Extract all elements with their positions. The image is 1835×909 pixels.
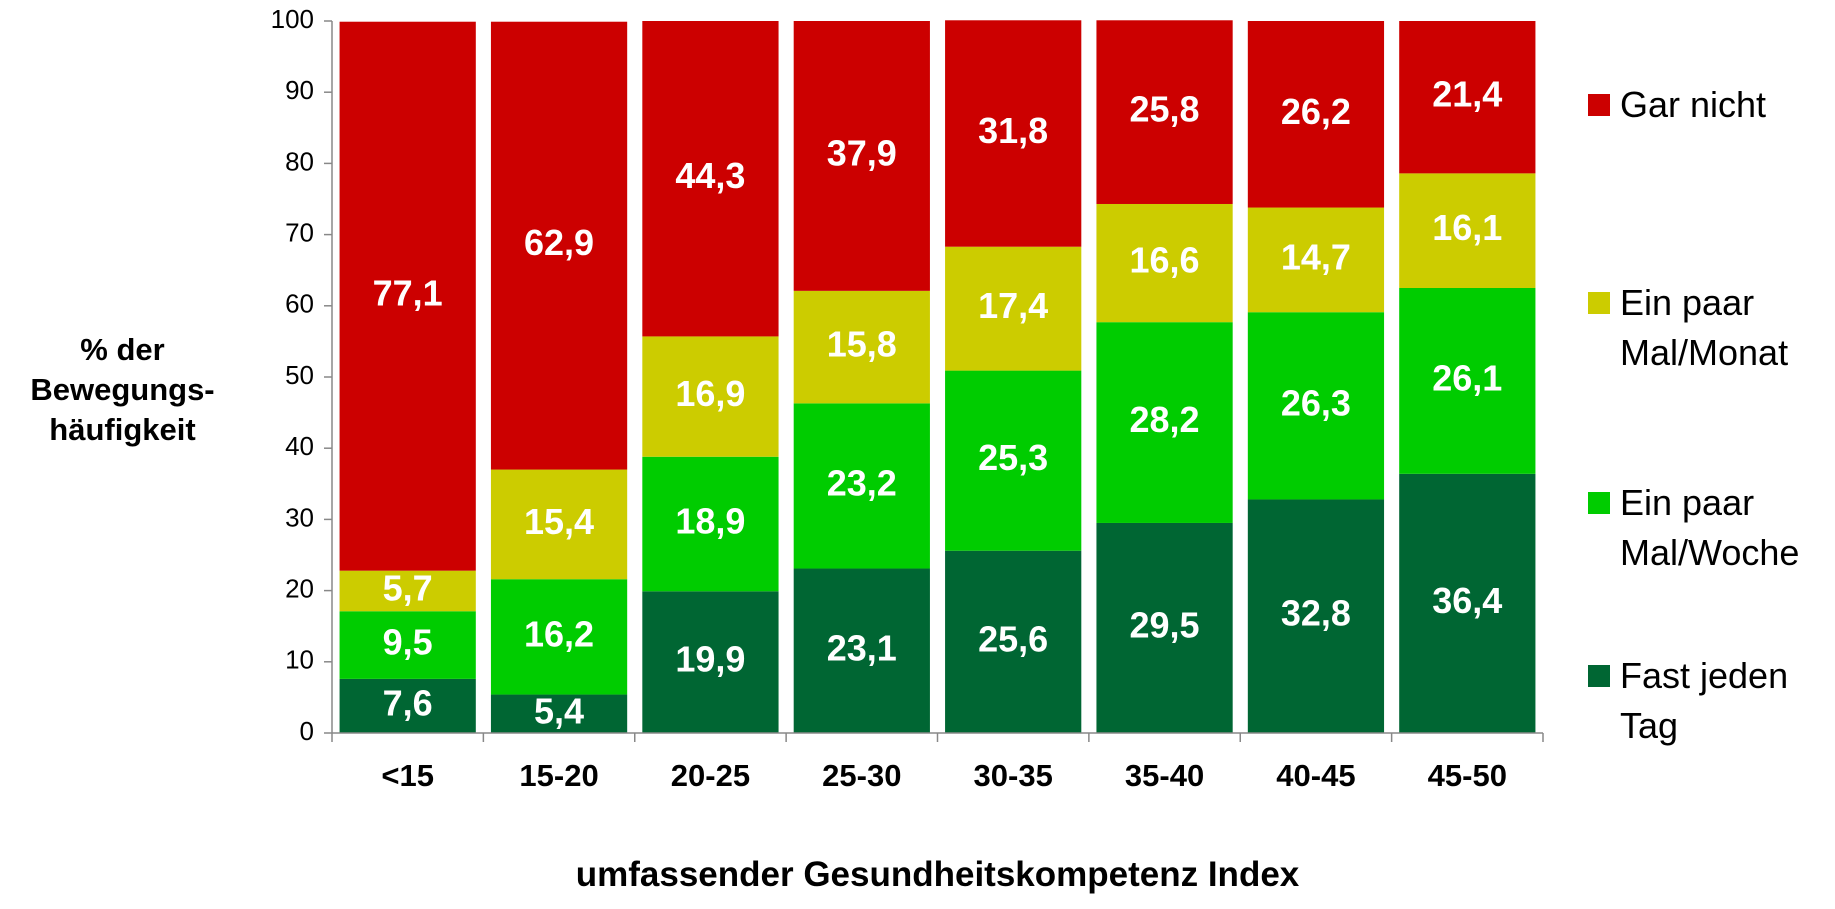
y-axis-label: % der Bewegungs-häufigkeit xyxy=(30,332,215,447)
y-tick-label: 30 xyxy=(285,502,314,532)
value-label: 15,4 xyxy=(524,501,594,542)
value-label: 28,2 xyxy=(1130,399,1200,440)
x-tick-label: 25-30 xyxy=(822,758,901,793)
bar-segment xyxy=(490,21,628,470)
bar-segment xyxy=(1399,288,1536,474)
legend-label: Ein paar Mal/Woche xyxy=(1620,482,1800,573)
legend-label: Fast jeden Tag xyxy=(1620,655,1789,746)
bar-segment xyxy=(945,20,1082,247)
value-label: 9,5 xyxy=(383,622,433,663)
legend-swatch xyxy=(1588,292,1610,314)
x-tick-label: 35-40 xyxy=(1125,758,1204,793)
x-tick-label: 45-50 xyxy=(1428,758,1507,793)
legend-item: Ein paar Mal/Woche xyxy=(1588,478,1828,578)
value-label: 16,6 xyxy=(1130,240,1200,281)
y-tick-label: 70 xyxy=(285,217,314,247)
x-axis-label: umfassender Gesundheitskompetenz Index xyxy=(575,855,1300,894)
bar-segment xyxy=(945,246,1082,371)
value-label: 16,2 xyxy=(524,613,594,654)
y-tick-label: 40 xyxy=(285,431,314,461)
legend-swatch xyxy=(1588,94,1610,116)
bar-segment xyxy=(339,611,476,679)
bar-segment xyxy=(490,694,628,733)
value-label: 14,7 xyxy=(1281,236,1351,277)
bar-segment xyxy=(1096,203,1233,323)
legend-item: Gar nicht xyxy=(1588,80,1828,130)
value-label: 23,1 xyxy=(827,627,897,668)
value-label: 15,8 xyxy=(827,324,897,365)
bar-segment xyxy=(1247,499,1385,733)
bar-segment xyxy=(1399,173,1536,288)
bar-segment xyxy=(490,469,628,580)
bar-segment xyxy=(793,21,930,291)
legend-label: Gar nicht xyxy=(1620,84,1767,125)
value-label: 36,4 xyxy=(1432,580,1502,621)
bar-segment xyxy=(642,456,779,592)
value-label: 21,4 xyxy=(1432,74,1502,115)
bar-segment xyxy=(1247,21,1385,208)
bar-segment xyxy=(793,290,930,404)
bar-segment xyxy=(1096,20,1233,204)
y-tick-label: 0 xyxy=(300,716,314,746)
value-label: 32,8 xyxy=(1281,593,1351,634)
bar-segment xyxy=(945,550,1082,733)
bar-segment xyxy=(1096,322,1233,523)
bar-segment xyxy=(1399,21,1536,174)
bar-segment xyxy=(339,678,476,733)
bar-segment xyxy=(1096,522,1233,733)
bar-segment xyxy=(642,336,779,457)
value-label: 16,1 xyxy=(1432,207,1502,248)
value-label: 7,6 xyxy=(383,682,433,723)
legend-item: Ein paar Mal/Monat xyxy=(1588,278,1828,378)
bar-segment xyxy=(1247,207,1385,313)
bar-segment xyxy=(945,370,1082,551)
x-tick-label: 40-45 xyxy=(1276,758,1355,793)
bar-segment xyxy=(793,568,930,733)
legend-item: Fast jeden Tag xyxy=(1588,651,1828,751)
value-label: 25,8 xyxy=(1130,89,1200,130)
y-tick-label: 100 xyxy=(271,4,314,34)
value-label: 17,4 xyxy=(978,285,1048,326)
value-label: 5,4 xyxy=(534,690,584,731)
y-tick-label: 50 xyxy=(285,360,314,390)
y-tick-label: 10 xyxy=(285,645,314,675)
bar-segment xyxy=(1247,312,1385,500)
x-tick-label: <15 xyxy=(381,758,434,793)
x-tick-label: 20-25 xyxy=(671,758,750,793)
bar-segment xyxy=(339,21,476,571)
value-label: 26,1 xyxy=(1432,357,1502,398)
value-label: 5,7 xyxy=(383,567,433,608)
value-label: 23,2 xyxy=(827,462,897,503)
value-label: 26,2 xyxy=(1281,91,1351,132)
value-label: 26,3 xyxy=(1281,382,1351,423)
value-label: 31,8 xyxy=(978,110,1048,151)
value-label: 37,9 xyxy=(827,132,897,173)
value-label: 25,3 xyxy=(978,437,1048,478)
x-tick-label: 15-20 xyxy=(519,758,598,793)
value-label: 18,9 xyxy=(675,501,745,542)
bar-segment xyxy=(1399,473,1536,733)
value-label: 77,1 xyxy=(373,273,443,314)
bar-segment xyxy=(793,403,930,569)
legend-label: Ein paar Mal/Monat xyxy=(1620,282,1789,373)
bar-segment xyxy=(642,591,779,733)
value-label: 44,3 xyxy=(675,155,745,196)
value-label: 25,6 xyxy=(978,618,1048,659)
y-tick-label: 20 xyxy=(285,573,314,603)
y-tick-label: 60 xyxy=(285,289,314,319)
bar-segment xyxy=(642,21,779,337)
value-label: 29,5 xyxy=(1130,604,1200,645)
bar-segment xyxy=(339,570,476,612)
y-tick-label: 80 xyxy=(285,146,314,176)
y-tick-label: 90 xyxy=(285,75,314,105)
value-label: 16,9 xyxy=(675,373,745,414)
bar-segment xyxy=(490,579,628,695)
value-label: 62,9 xyxy=(524,222,594,263)
value-label: 19,9 xyxy=(675,639,745,680)
legend-swatch xyxy=(1588,665,1610,687)
legend-swatch xyxy=(1588,492,1610,514)
x-tick-label: 30-35 xyxy=(974,758,1053,793)
